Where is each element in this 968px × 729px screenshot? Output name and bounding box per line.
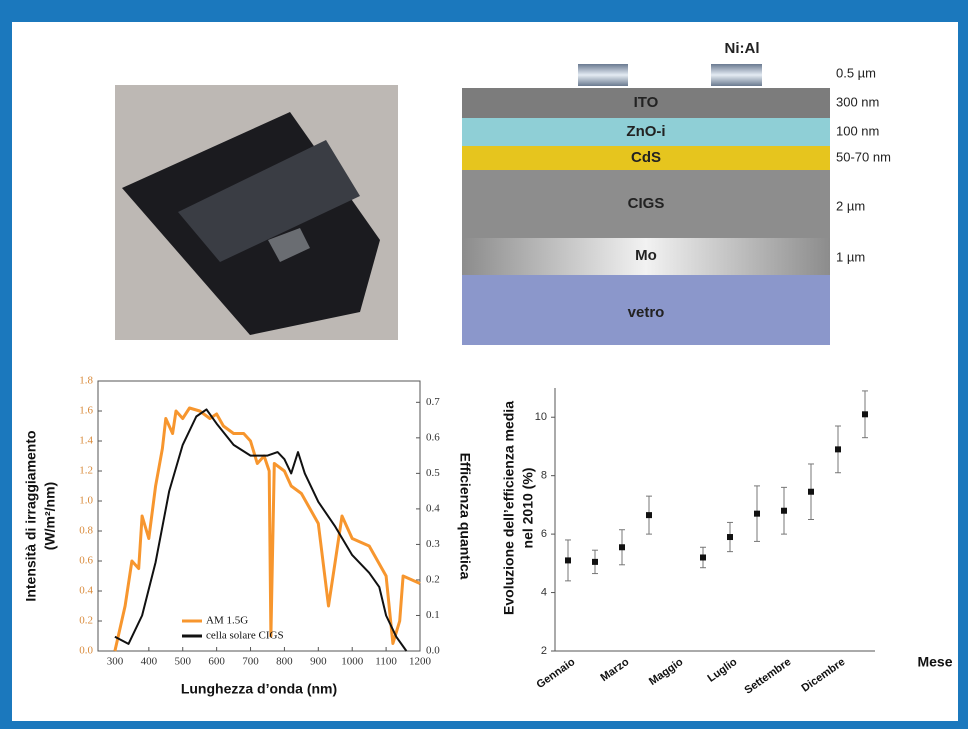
thickness: 1 µm <box>836 249 865 264</box>
y-tick-label: 6 <box>541 528 547 540</box>
y2-tick-label: 0.6 <box>426 431 440 443</box>
y2-tick-label: 0.5 <box>426 467 440 479</box>
layer <box>462 238 830 275</box>
x-tick-label: 600 <box>208 656 225 668</box>
y-tick-label: 2 <box>541 645 547 657</box>
layer-diagram: Ni:Al 0.5 µm ITO ZnO-i CdS CIGS Mo vetro… <box>462 40 891 345</box>
x-tick-label: 900 <box>310 656 327 668</box>
plot-area <box>97 380 421 652</box>
y-tick-label: 0.2 <box>79 615 93 627</box>
x-tick-label: 300 <box>107 656 124 668</box>
layer-name: CdS <box>631 149 661 166</box>
y-tick-label: 1.8 <box>79 375 93 387</box>
layer <box>462 88 830 118</box>
layer-name: ZnO-i <box>626 123 665 140</box>
point <box>754 510 760 517</box>
y-axis-label: Evoluzione dell’efficienza media <box>501 401 517 615</box>
x-axis-label: Lunghezza d’onda (nm) <box>181 681 337 697</box>
y2-axis-label: Efficienza quantica <box>457 453 473 580</box>
series-line <box>114 408 408 652</box>
legend-label: cella solare CIGS <box>206 630 284 642</box>
x-tick-label: 800 <box>276 656 293 668</box>
point <box>808 488 814 495</box>
layer <box>462 118 830 146</box>
y-tick-label: 4 <box>541 586 547 598</box>
thickness: 50-70 nm <box>836 149 891 164</box>
y2-tick-label: 0.2 <box>426 573 440 585</box>
y-tick-label: 10 <box>535 411 547 423</box>
point <box>619 544 625 551</box>
y-tick-label: 8 <box>541 470 547 482</box>
y2-tick-label: 0.3 <box>426 538 440 550</box>
point <box>646 512 652 519</box>
layer-name: CIGS <box>628 195 665 212</box>
y-tick-label: 1.0 <box>79 495 93 507</box>
contact-label: Ni:Al <box>725 40 760 57</box>
layer <box>462 275 830 345</box>
layer-name: ITO <box>634 94 659 111</box>
layer-name: Mo <box>635 247 657 264</box>
thickness: 2 µm <box>836 198 865 213</box>
y-tick-label: 0.4 <box>79 585 93 597</box>
thickness: 300 nm <box>836 94 879 109</box>
thickness: 100 nm <box>836 123 879 138</box>
point <box>781 507 787 514</box>
point <box>565 557 571 564</box>
point <box>862 411 868 418</box>
y-tick-label: 0.6 <box>79 555 93 567</box>
legend-label: AM 1.5G <box>206 615 248 627</box>
x-tick-label: 400 <box>141 656 158 668</box>
y2-tick-label: 0.0 <box>426 645 440 657</box>
x-tick-label: 1100 <box>375 656 397 668</box>
y-tick-label: 0.0 <box>79 645 93 657</box>
x-tick-label: 700 <box>242 656 259 668</box>
y2-tick-label: 0.1 <box>426 609 440 621</box>
layer <box>462 146 830 170</box>
thickness: 0.5 µm <box>836 65 876 80</box>
point <box>592 558 598 565</box>
contact <box>711 64 762 86</box>
series-line <box>113 406 421 652</box>
y-axis-label: (W/m²/nm) <box>42 482 58 550</box>
y-axis-label: Intensità di irraggiamento <box>23 430 39 601</box>
x-axis-label: Mese <box>917 654 952 670</box>
y-tick-label: 0.8 <box>79 525 93 537</box>
x-tick-label: 500 <box>174 656 191 668</box>
y-tick-label: 1.6 <box>79 405 93 417</box>
x-tick-label: 1200 <box>409 656 432 668</box>
y-tick-label: 1.4 <box>79 435 93 447</box>
layer <box>462 170 830 238</box>
y2-tick-label: 0.7 <box>426 396 440 408</box>
y-axis-label: nel 2010 (%) <box>520 468 536 549</box>
photo <box>115 85 398 340</box>
point <box>835 446 841 453</box>
y2-tick-label: 0.4 <box>426 502 440 514</box>
x-tick-label: 1000 <box>341 656 364 668</box>
contact <box>578 64 628 86</box>
point <box>700 554 706 561</box>
y-tick-label: 1.2 <box>79 465 93 477</box>
layer-name: vetro <box>628 304 665 321</box>
point <box>727 534 733 541</box>
